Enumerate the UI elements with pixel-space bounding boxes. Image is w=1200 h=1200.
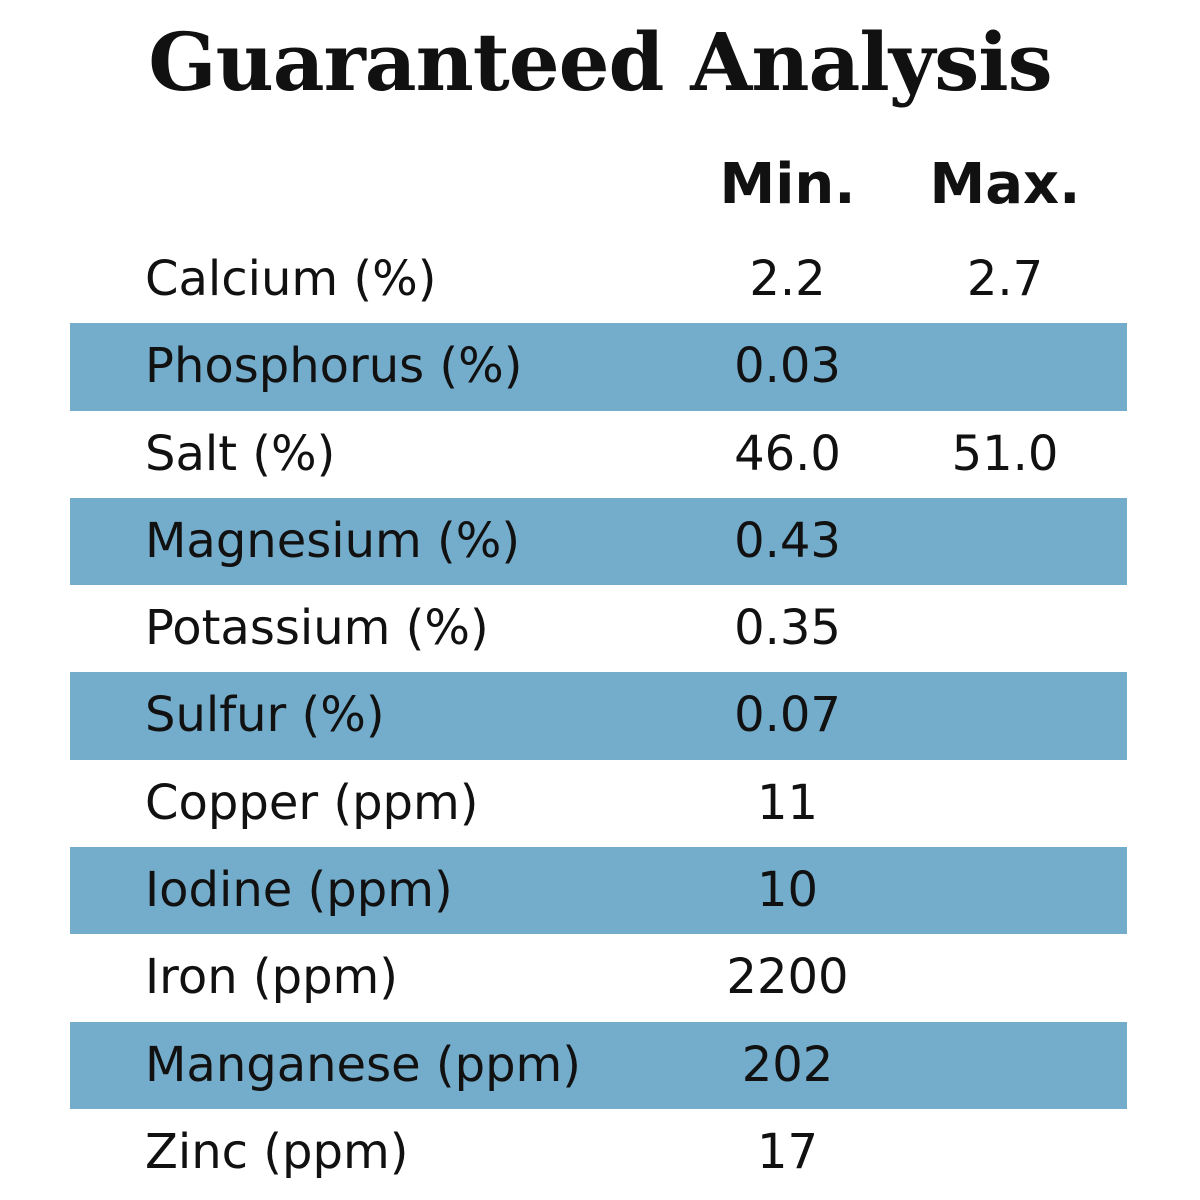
- table-row: Copper (ppm) 11: [70, 760, 1127, 847]
- max-value: 2.7: [966, 251, 1044, 307]
- max-value: [920, 323, 1090, 410]
- max-value: [920, 847, 1090, 934]
- nutrient-name: Magnesium (%): [145, 512, 521, 569]
- table-row: Salt (%) 46.0 51.0: [70, 411, 1127, 498]
- min-value: 0.07: [734, 687, 841, 744]
- max-value: [920, 498, 1090, 585]
- max-value: 51.0: [951, 425, 1059, 482]
- min-value: 17: [756, 1123, 819, 1180]
- table-row: Phosphorus (%) 0.03: [70, 323, 1127, 411]
- max-value: [920, 672, 1090, 759]
- min-value: 2.2: [749, 251, 826, 307]
- max-value: [920, 1022, 1090, 1109]
- max-value: [920, 585, 1090, 672]
- nutrient-name: Zinc (ppm): [145, 1123, 409, 1180]
- nutrient-name: Phosphorus (%): [145, 338, 523, 395]
- nutrient-name: Calcium (%): [145, 251, 437, 307]
- max-value: [920, 934, 1090, 1021]
- nutrient-name: Manganese (ppm): [145, 1036, 582, 1093]
- column-header-row: Min. Max.: [0, 140, 1200, 230]
- min-value: 0.43: [734, 512, 841, 569]
- max-value: [920, 1109, 1090, 1196]
- nutrient-name: Iodine (ppm): [145, 862, 453, 919]
- page-title: Guaranteed Analysis: [148, 15, 1052, 109]
- table-row: Magnesium (%) 0.43: [70, 497, 1127, 586]
- nutrient-name: Salt (%): [145, 425, 336, 482]
- max-value: [920, 760, 1090, 847]
- table-row: Sulfur (%) 0.07: [70, 672, 1127, 760]
- nutrient-name: Sulfur (%): [145, 687, 385, 744]
- min-value: 46.0: [734, 425, 841, 482]
- min-value: 11: [756, 774, 819, 831]
- nutrient-name: Iron (ppm): [145, 949, 399, 1006]
- column-header-min: Min.: [719, 152, 856, 217]
- table-row: Potassium (%) 0.35: [70, 585, 1127, 672]
- min-value: 10: [756, 862, 819, 919]
- table-row: Iodine (ppm) 10: [70, 847, 1127, 935]
- table-row: Zinc (ppm) 17: [70, 1109, 1127, 1196]
- min-value: 202: [741, 1036, 834, 1093]
- analysis-table: Calcium (%) 2.2 2.7 Phosphorus (%) 0.03 …: [70, 236, 1127, 1196]
- table-row: Iron (ppm) 2200: [70, 934, 1127, 1021]
- nutrient-name: Copper (ppm): [145, 774, 479, 831]
- min-value: 0.35: [734, 600, 841, 657]
- nutrient-name: Potassium (%): [145, 600, 489, 657]
- table-row: Calcium (%) 2.2 2.7: [70, 236, 1127, 323]
- min-value: 0.03: [734, 338, 841, 395]
- min-value: 2200: [726, 949, 849, 1006]
- table-row: Manganese (ppm) 202: [70, 1021, 1127, 1109]
- column-header-max: Max.: [929, 152, 1081, 217]
